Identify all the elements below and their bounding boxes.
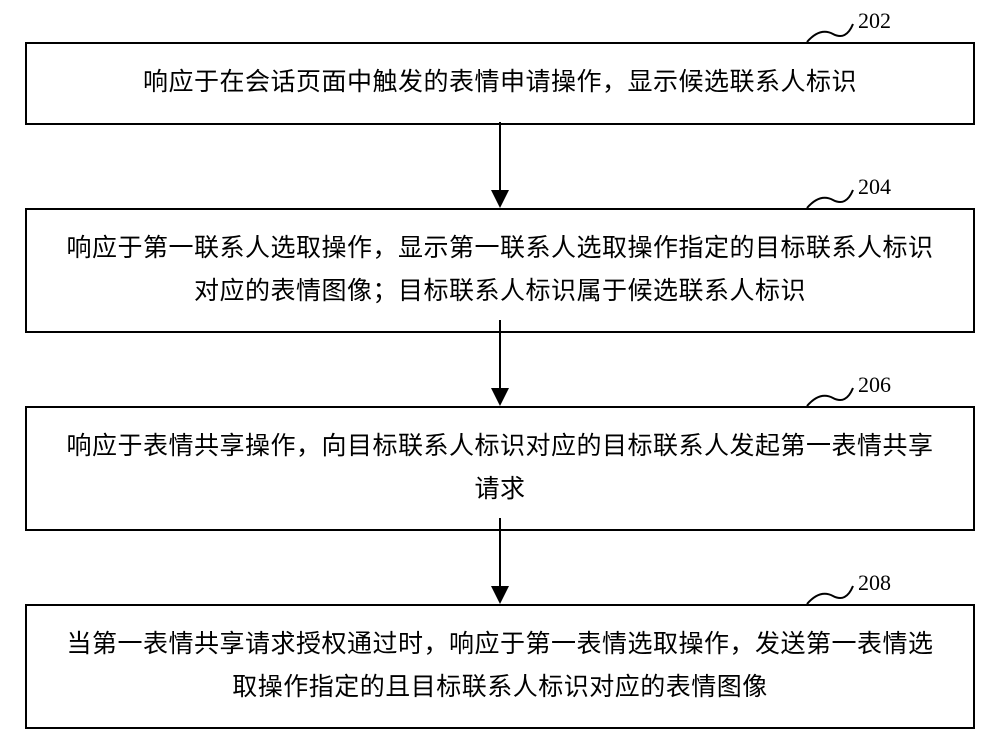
step-text-2: 响应于第一联系人选取操作，显示第一联系人选取操作指定的目标联系人标识对应的表情图… [57,228,943,313]
flowchart-step-4: 当第一表情共享请求授权通过时，响应于第一表情选取操作，发送第一表情选取操作指定的… [25,604,975,729]
arrow-2-3 [485,320,515,406]
flowchart-step-3: 响应于表情共享操作，向目标联系人标识对应的目标联系人发起第一表情共享请求 [25,406,975,531]
flowchart-step-1: 响应于在会话页面中触发的表情申请操作，显示候选联系人标识 [25,42,975,125]
flowchart-container: 202 响应于在会话页面中触发的表情申请操作，显示候选联系人标识 204 响应于… [0,0,1000,728]
step-label-2: 204 [858,174,891,200]
step-text-1: 响应于在会话页面中触发的表情申请操作，显示候选联系人标识 [143,62,857,105]
arrow-3-4 [485,518,515,604]
step-label-1: 202 [858,8,891,34]
step-label-3: 206 [858,372,891,398]
flowchart-step-2: 响应于第一联系人选取操作，显示第一联系人选取操作指定的目标联系人标识对应的表情图… [25,208,975,333]
step-text-4: 当第一表情共享请求授权通过时，响应于第一表情选取操作，发送第一表情选取操作指定的… [57,624,943,709]
step-text-3: 响应于表情共享操作，向目标联系人标识对应的目标联系人发起第一表情共享请求 [57,426,943,511]
step-label-4: 208 [858,570,891,596]
arrow-1-2 [485,122,515,208]
